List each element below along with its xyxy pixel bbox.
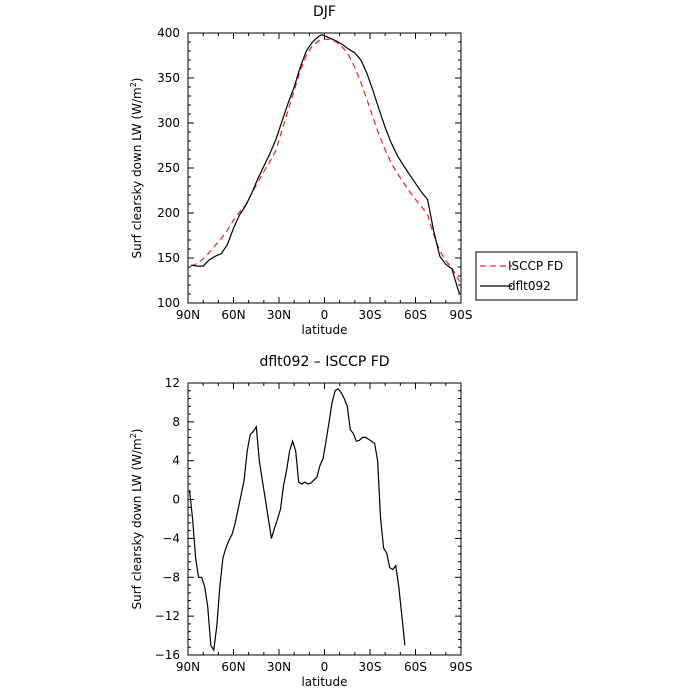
plot-frame <box>187 32 462 304</box>
x-tick-label: 60S <box>404 660 427 674</box>
y-tick-label: 400 <box>157 26 180 40</box>
x-tick-label: 60N <box>221 308 245 322</box>
y-tick-label: 100 <box>157 296 180 310</box>
y-tick-label: −12 <box>155 609 180 623</box>
x-axis-label: latitude <box>301 675 347 689</box>
series-line-difference <box>188 387 406 652</box>
y-tick-label: −4 <box>162 531 180 545</box>
legend-label: dflt092 <box>508 279 551 293</box>
series-line-isccp-fd <box>190 38 461 282</box>
legend-label: ISCCP FD <box>508 259 563 273</box>
x-tick-label: 90N <box>176 660 200 674</box>
y-tick-label: −16 <box>155 648 180 662</box>
x-tick-label: 60S <box>404 308 427 322</box>
y-tick-label: 0 <box>172 493 180 507</box>
legend: ISCCP FD dflt092 <box>475 251 578 301</box>
chart-title: dflt092 – ISCCP FD <box>259 354 389 370</box>
x-tick-label: 0 <box>321 660 329 674</box>
x-tick-label: 30N <box>267 660 291 674</box>
x-tick-label: 90N <box>176 308 200 322</box>
top-panel: DJF 90N 60N 30N 0 30S 60S 90S 100 150 200 250 300 350… <box>129 4 472 337</box>
x-tick-label: 60N <box>221 660 245 674</box>
y-tick-label: 250 <box>157 161 180 175</box>
plot-frame <box>187 382 462 656</box>
y-tick-label: 150 <box>157 251 180 265</box>
bottom-panel: dflt092 – ISCCP FD 90N 60N 30N 0 30S 60S 90S 12 8… <box>129 354 472 689</box>
x-tick-label: 90S <box>450 660 473 674</box>
y-tick-label: 200 <box>157 206 180 220</box>
y-axis-label: Surf clearsky down LW (W/m2) <box>129 428 144 609</box>
x-tick-label: 30S <box>359 308 382 322</box>
y-tick-label: 12 <box>165 376 180 390</box>
legend-box <box>475 251 578 301</box>
x-tick-label: 30N <box>267 308 291 322</box>
y-axis-label: Surf clearsky down LW (W/m2) <box>129 77 144 258</box>
x-tick-label: 90S <box>450 308 473 322</box>
y-tick-label: 4 <box>172 454 180 468</box>
y-tick-label: 8 <box>172 415 180 429</box>
y-tick-label: 350 <box>157 71 180 85</box>
x-axis-label: latitude <box>301 323 347 337</box>
x-tick-label: 0 <box>321 308 329 322</box>
x-tick-label: 30S <box>359 660 382 674</box>
y-tick-label: 300 <box>157 116 180 130</box>
y-tick-label: −8 <box>162 570 180 584</box>
series-line-dflt092 <box>190 34 461 294</box>
chart-title: DJF <box>313 4 336 20</box>
